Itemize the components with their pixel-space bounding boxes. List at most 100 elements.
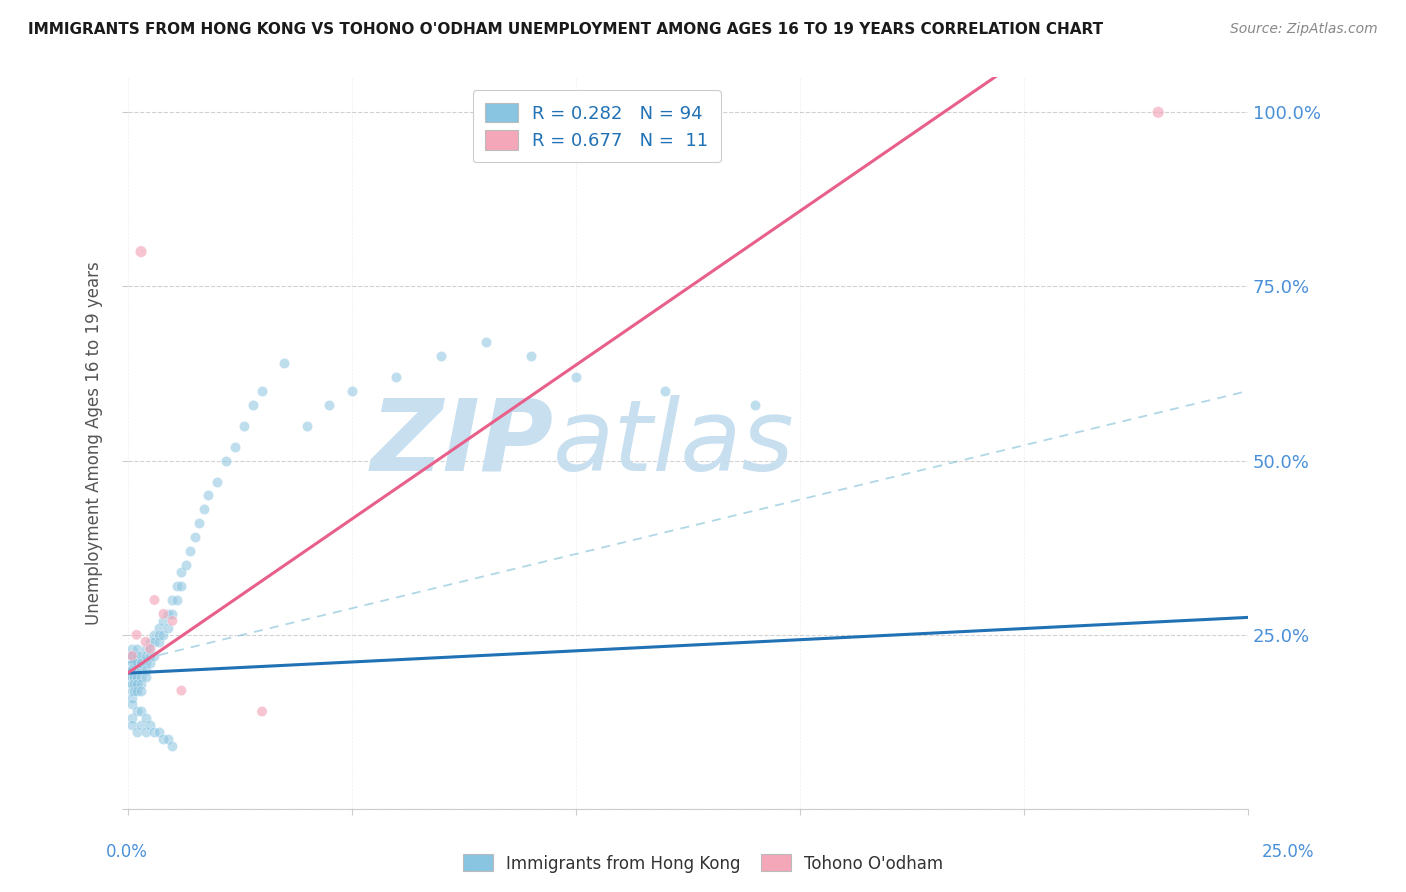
Point [121,676,143,690]
Point [121,670,143,684]
Point [135,670,157,684]
Point [193,502,215,516]
Point [135,634,157,648]
Point [152,732,174,747]
Point [139,634,162,648]
Legend: Immigrants from Hong Kong, Tohono O'odham: Immigrants from Hong Kong, Tohono O'odha… [456,847,950,880]
Point [162,739,184,754]
Text: 25.0%: 25.0% [1263,843,1315,861]
Point [148,725,170,739]
Point [139,648,162,663]
Point [129,244,152,259]
Point [143,593,166,607]
Point [121,698,143,712]
Point [124,670,146,684]
Point [170,565,193,579]
Point [139,641,162,656]
Point [273,356,295,370]
Point [156,732,179,747]
Point [124,683,146,698]
Point [143,634,166,648]
Point [184,530,207,544]
Point [135,648,157,663]
Point [125,663,148,677]
Point [224,440,246,454]
Legend: R = 0.282   N = 94, R = 0.677   N =  11: R = 0.282 N = 94, R = 0.677 N = 11 [472,90,721,162]
Point [162,607,184,621]
Text: atlas: atlas [554,395,794,491]
Point [121,711,143,725]
Point [170,683,193,698]
Point [295,418,318,433]
Point [139,718,162,732]
Point [205,475,228,489]
Point [125,628,148,642]
Point [564,370,586,384]
Point [124,656,146,670]
Point [152,614,174,628]
Point [744,398,766,412]
Point [125,676,148,690]
Point [135,641,157,656]
Point [125,683,148,698]
Point [520,349,543,363]
Point [152,628,174,642]
Point [156,607,179,621]
Point [125,725,148,739]
Point [125,705,148,719]
Point [162,614,184,628]
Point [121,683,143,698]
Point [121,670,143,684]
Point [125,656,148,670]
Point [121,648,143,663]
Point [129,676,152,690]
Point [121,718,143,732]
Point [129,705,152,719]
Text: 0.0%: 0.0% [105,843,148,861]
Point [135,663,157,677]
Point [162,593,184,607]
Point [121,690,143,705]
Point [148,634,170,648]
Point [340,384,363,398]
Point [121,641,143,656]
Point [143,648,166,663]
Point [166,579,188,593]
Point [233,418,256,433]
Point [143,725,166,739]
Point [475,335,498,350]
Point [215,453,238,467]
Point [125,670,148,684]
Point [135,725,157,739]
Point [654,384,676,398]
Point [129,656,152,670]
Point [121,663,143,677]
Point [148,621,170,635]
Point [129,648,152,663]
Point [250,705,273,719]
Text: Source: ZipAtlas.com: Source: ZipAtlas.com [1230,22,1378,37]
Point [156,621,179,635]
Point [121,663,143,677]
Point [129,663,152,677]
Text: IMMIGRANTS FROM HONG KONG VS TOHONO O'ODHAM UNEMPLOYMENT AMONG AGES 16 TO 19 YEA: IMMIGRANTS FROM HONG KONG VS TOHONO O'OD… [28,22,1104,37]
Point [121,676,143,690]
Point [385,370,408,384]
Point [118,663,141,677]
Point [179,544,201,558]
Point [121,648,143,663]
Point [148,628,170,642]
Text: ZIP: ZIP [370,395,554,491]
Point [129,670,152,684]
Point [124,676,146,690]
Point [139,656,162,670]
Point [129,683,152,698]
Point [135,711,157,725]
Point [166,593,188,607]
Point [318,398,340,412]
Point [152,607,174,621]
Point [197,488,219,502]
Point [125,648,148,663]
Point [242,398,264,412]
Point [129,718,152,732]
